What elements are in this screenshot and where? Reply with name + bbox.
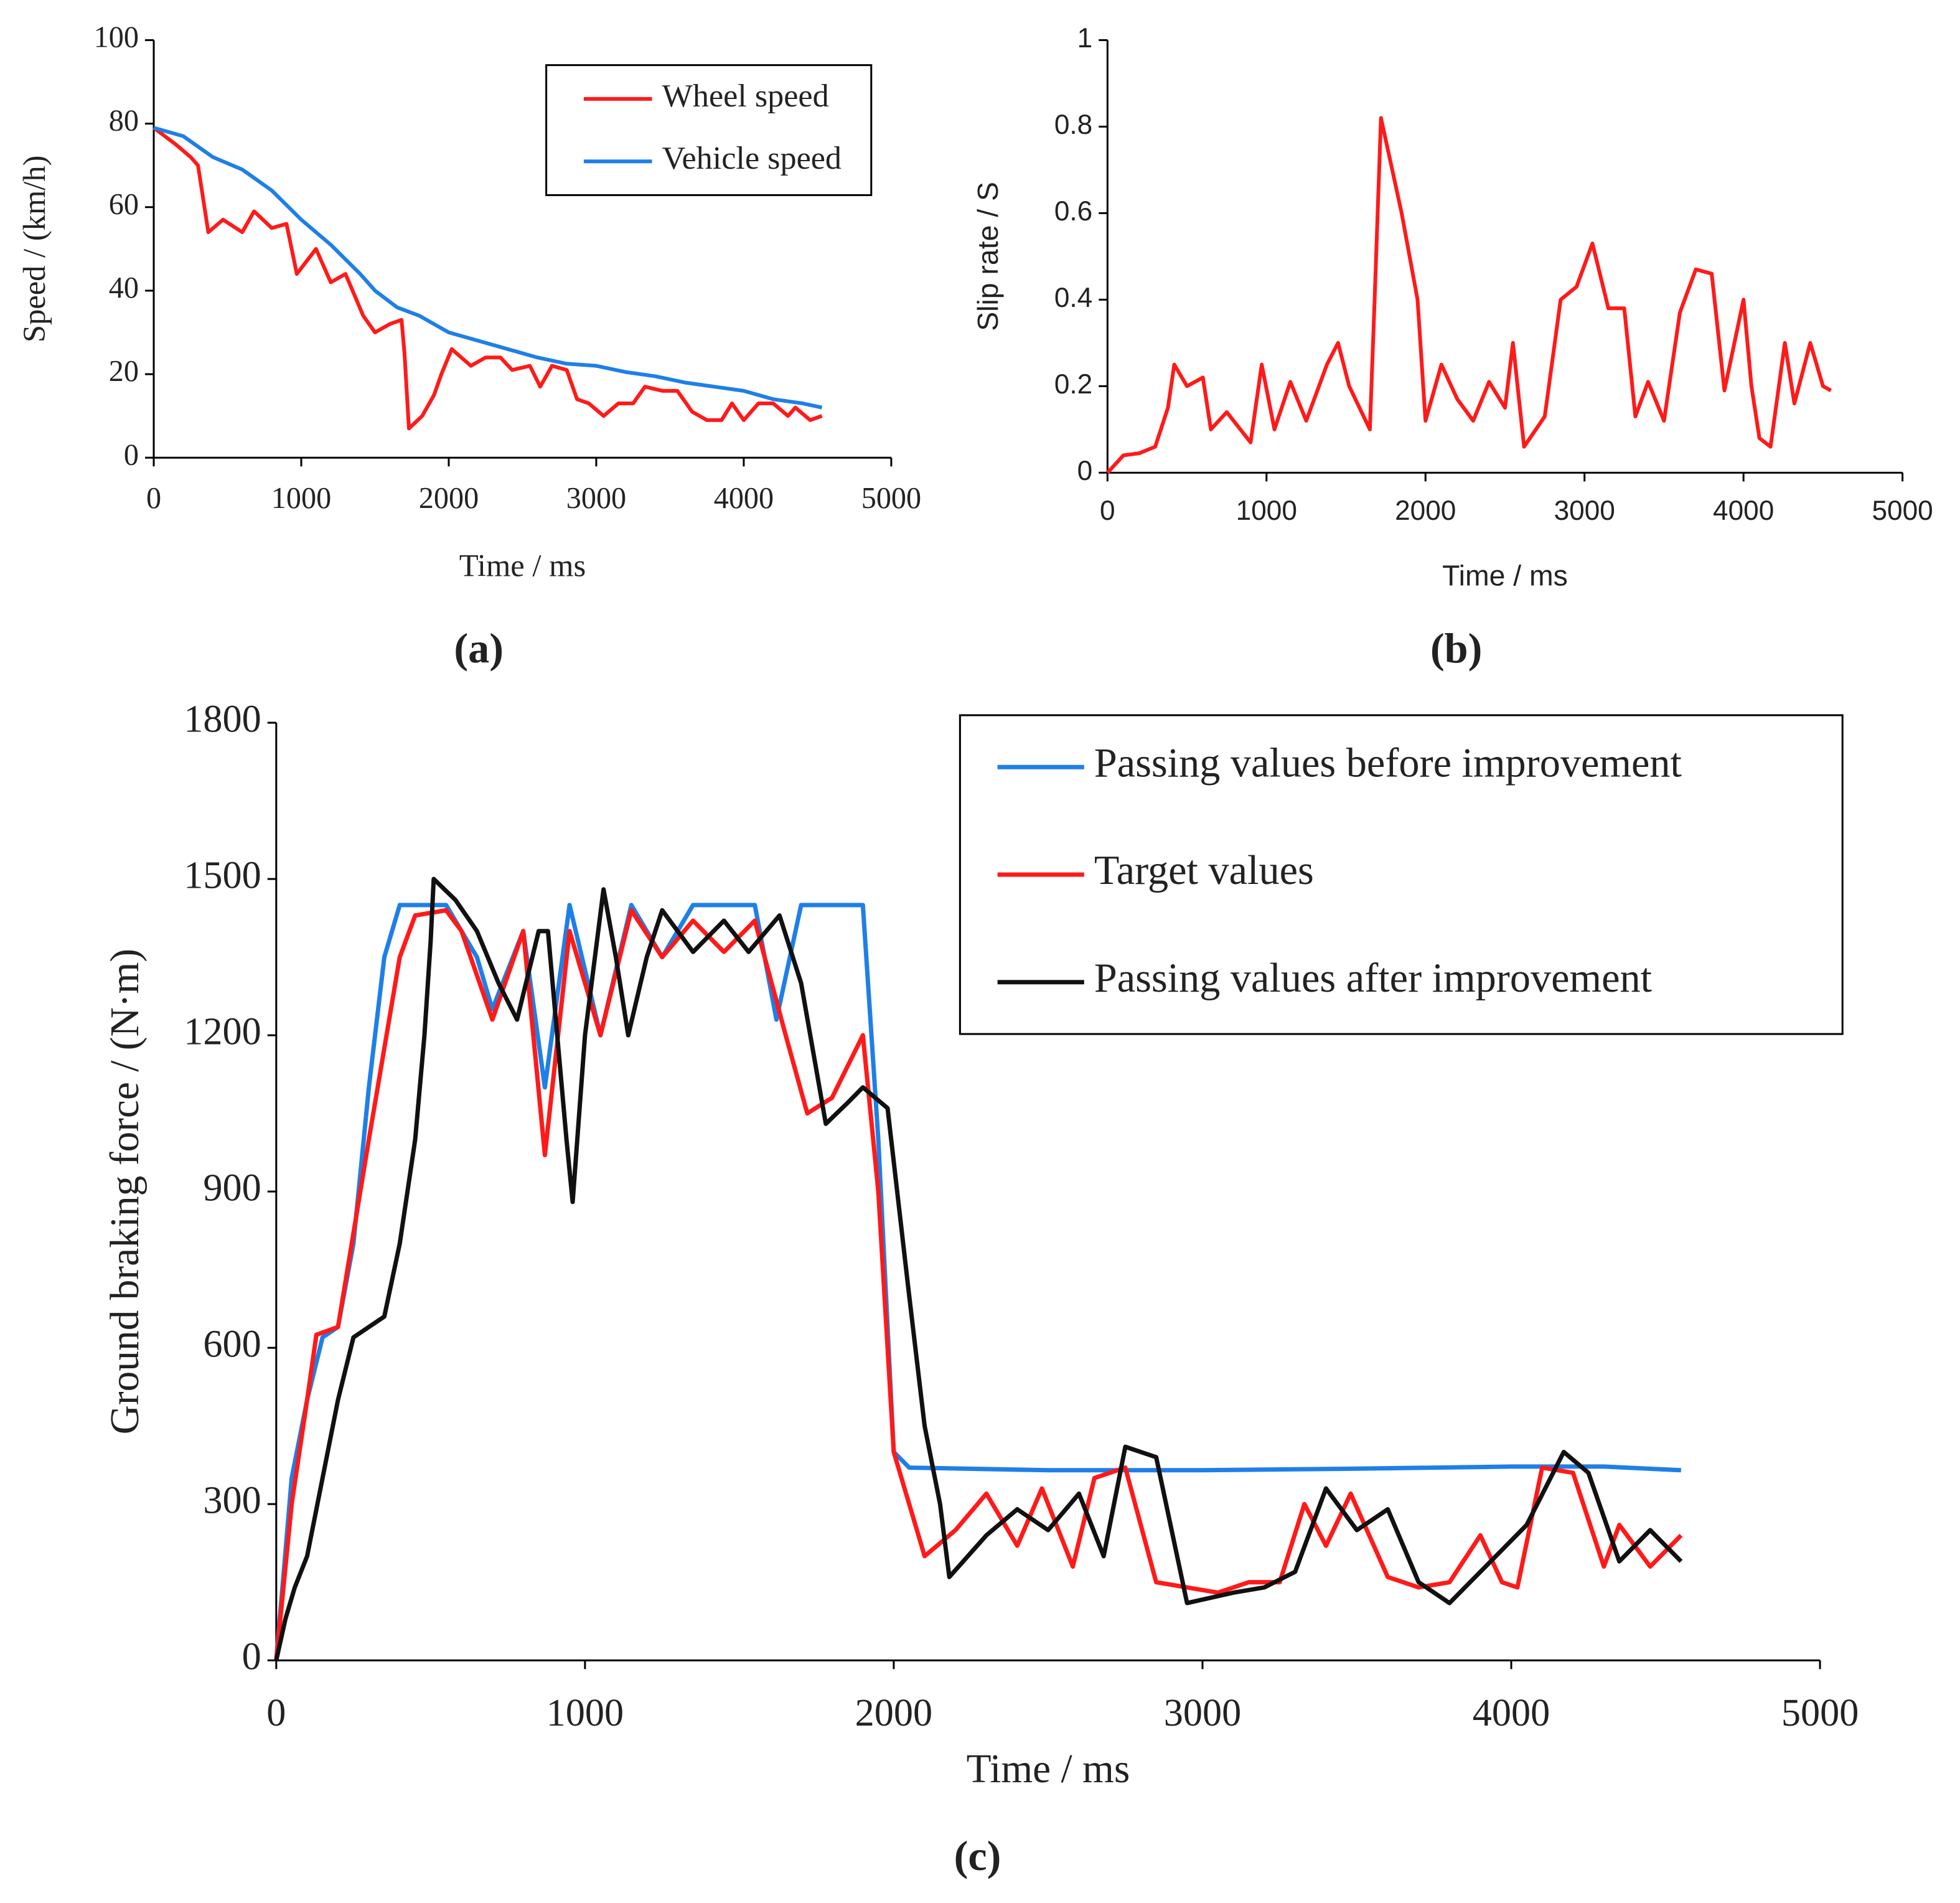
legend-label: Passing values before improvement [1094, 740, 1682, 786]
y-tick-label: 0.4 [1054, 283, 1092, 313]
x-tick-label: 5000 [861, 482, 921, 515]
x-axis-label: Time / ms [459, 548, 586, 583]
line-series [1106, 116, 1832, 474]
y-tick-label: 20 [109, 355, 139, 388]
x-tick-label: 5000 [1781, 1692, 1859, 1734]
y-tick-label: 1 [1077, 23, 1093, 54]
caption: (c) [954, 1832, 1001, 1879]
y-tick-label: 60 [109, 188, 139, 221]
x-tick-label: 4000 [1473, 1692, 1550, 1734]
x-tick-label: 1000 [546, 1692, 624, 1734]
y-tick-label: 80 [109, 105, 139, 138]
y-tick-label: 0 [124, 438, 139, 471]
x-tick-label: 2000 [419, 482, 479, 515]
x-tick-label: 4000 [714, 482, 774, 515]
legend-label: Target values [1094, 848, 1314, 893]
line-series [274, 908, 1683, 1661]
y-tick-label: 0.6 [1054, 196, 1092, 227]
y-tick-label: 600 [203, 1323, 261, 1365]
x-tick-label: 4000 [1713, 496, 1774, 526]
x-tick-label: 3000 [1164, 1692, 1242, 1734]
x-tick-label: 1000 [1236, 496, 1297, 526]
x-tick-label: 5000 [1872, 496, 1933, 526]
x-tick-label: 1000 [271, 482, 331, 515]
line-series [274, 876, 1683, 1661]
y-axis-label: Ground braking force / (N·m) [103, 949, 148, 1434]
chart: 0 0.2 0.4 0.6 0.8 1 0 1000 2000 3000 4000 5000 Time … [972, 23, 1933, 591]
caption: (b) [1430, 624, 1482, 672]
y-tick-label: 1800 [184, 698, 261, 740]
legend-label: Vehicle speed [662, 140, 842, 176]
line-series [153, 126, 823, 410]
y-tick-label: 0.8 [1054, 110, 1092, 140]
chart: 0 300 600 900 1200 1500 1800 0 1000 2000 3000 4000 5… [103, 698, 1859, 1792]
caption: (a) [454, 624, 504, 672]
y-tick-label: 0 [1077, 456, 1093, 486]
legend-box [959, 714, 1844, 1035]
y-tick-label: 300 [203, 1479, 261, 1521]
x-tick-label: 3000 [1554, 496, 1615, 526]
legend-label: Passing values after improvement [1094, 956, 1653, 1001]
x-axis-label: Time / ms [1442, 559, 1568, 591]
y-axis-label: Slip rate / S [972, 182, 1004, 331]
y-tick-label: 0 [242, 1635, 261, 1678]
y-tick-label: 1200 [184, 1010, 261, 1053]
y-tick-label: 40 [109, 271, 139, 304]
y-tick-label: 900 [203, 1167, 261, 1209]
y-tick-label: 0.2 [1054, 369, 1092, 400]
legend-label: Wheel speed [662, 78, 829, 114]
y-tick-label: 1500 [184, 854, 261, 896]
x-tick-label: 0 [1100, 496, 1115, 526]
y-axis-label: Speed / (km/h) [17, 155, 52, 342]
x-tick-label: 2000 [855, 1692, 933, 1734]
x-tick-label: 2000 [1395, 496, 1456, 526]
x-tick-label: 0 [266, 1692, 286, 1734]
x-tick-label: 0 [146, 482, 161, 515]
y-tick-label: 100 [94, 21, 139, 54]
legend-box [545, 64, 873, 196]
line-series [152, 126, 823, 431]
x-axis-label: Time / ms [967, 1747, 1130, 1792]
x-tick-label: 3000 [566, 482, 626, 515]
